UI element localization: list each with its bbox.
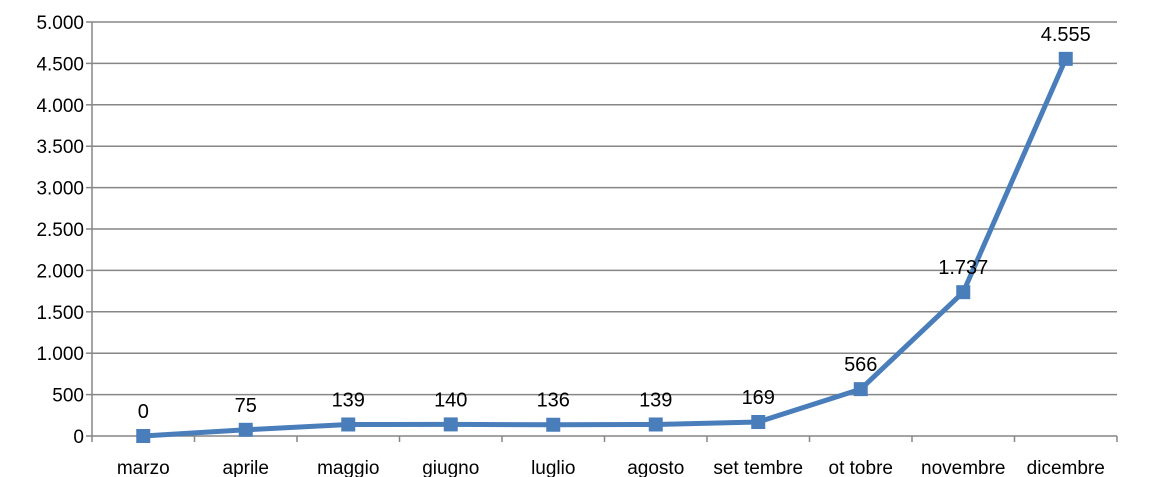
data-point-marker (956, 285, 971, 300)
data-label: 136 (537, 390, 570, 412)
x-tick-label: dicembre (1027, 458, 1105, 477)
data-point-marker (341, 417, 356, 432)
y-tick-label: 3.000 (36, 179, 84, 200)
x-axis-tick-labels: marzo aprile maggio giugno luglio agosto set t… (117, 458, 1105, 477)
data-label: 4.555 (1041, 24, 1091, 46)
x-tick-label: agosto (627, 458, 684, 477)
series-line (140, 56, 1069, 439)
data-label: 140 (434, 389, 467, 411)
data-label: 139 (332, 389, 365, 411)
data-point-marker (546, 417, 561, 432)
y-tick-label: 1.500 (36, 303, 84, 324)
x-tick-label: set tembre (713, 458, 803, 477)
x-tick-label: ot tobre (829, 458, 893, 477)
y-tick-label: 1.000 (36, 344, 84, 365)
y-tick-label: 4.000 (36, 96, 84, 117)
x-tick-label: luglio (531, 458, 575, 477)
y-tick-label: 2.000 (36, 261, 84, 282)
data-label: 139 (639, 389, 672, 411)
series-markers (136, 51, 1073, 443)
data-point-marker (853, 382, 868, 397)
x-tick-label: giugno (422, 458, 479, 477)
data-point-marker (648, 417, 663, 432)
data-label: 169 (742, 387, 775, 409)
y-tick-label: 5.000 (36, 13, 84, 34)
data-point-marker (1058, 51, 1073, 66)
data-labels: 0 75 139 140 136 139 169 566 1.737 4.555 (138, 24, 1091, 423)
x-tick-label: aprile (223, 458, 269, 477)
data-label: 0 (138, 401, 149, 423)
data-point-marker (751, 415, 766, 430)
data-label: 1.737 (938, 257, 988, 279)
y-axis-tick-labels: 0 500 1.000 1.500 2.000 2.500 3.000 3.500 4.000 4… (36, 13, 84, 448)
data-point-marker (443, 417, 458, 432)
axes (86, 21, 1118, 442)
y-tick-label: 500 (52, 386, 84, 407)
data-label: 75 (235, 395, 257, 417)
data-point-marker (238, 422, 253, 437)
y-tick-label: 0 (73, 427, 84, 448)
data-point-marker (136, 429, 151, 443)
x-tick-label: maggio (317, 458, 379, 477)
x-tick-label: marzo (117, 458, 170, 477)
x-tick-label: novembre (921, 458, 1006, 477)
series-line-path (140, 56, 1069, 439)
data-label: 566 (844, 354, 877, 376)
y-tick-label: 3.500 (36, 137, 84, 158)
y-tick-label: 2.500 (36, 220, 84, 241)
y-tick-label: 4.500 (36, 54, 84, 75)
gridlines (92, 21, 1117, 396)
